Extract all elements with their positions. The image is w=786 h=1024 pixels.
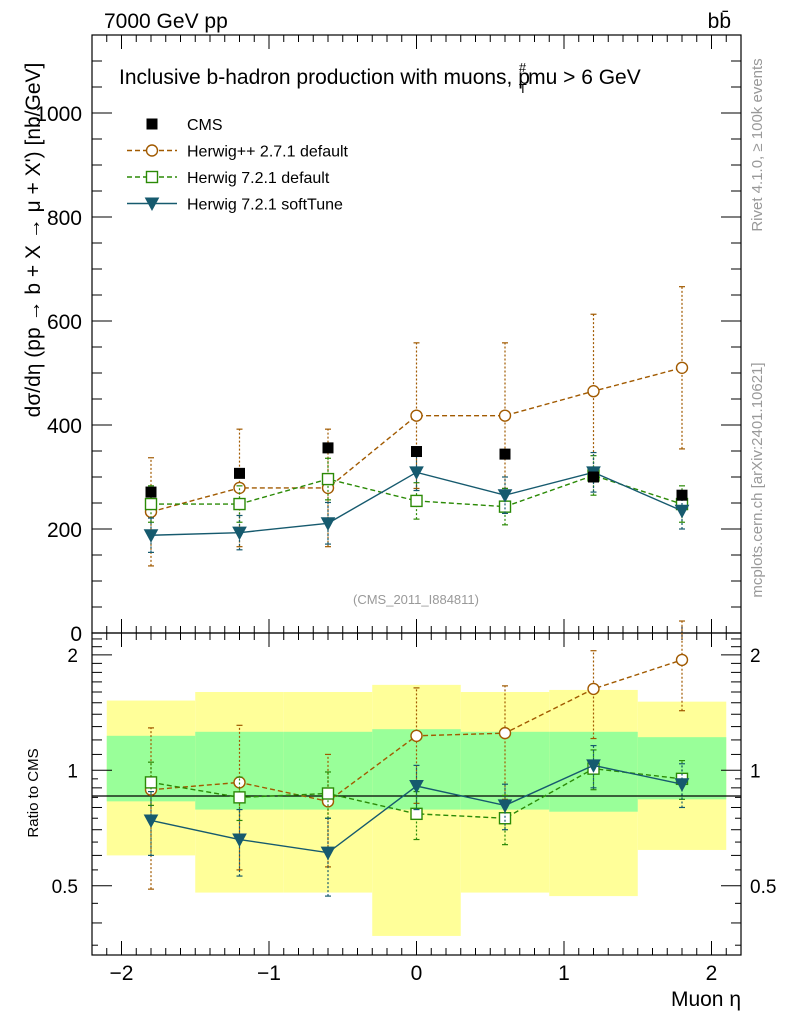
energy-label: 7000 GeV pp xyxy=(104,10,228,33)
data-point xyxy=(144,497,158,511)
ratio-data-point xyxy=(409,780,424,794)
ratio-data-point xyxy=(233,791,246,804)
cms-data-point xyxy=(676,489,688,501)
ratio-data-point xyxy=(587,682,600,696)
series-herwig-2-7-1-default xyxy=(144,286,689,890)
legend: CMS Herwig++ 2.7.1 default Herwig 7.2.1 de… xyxy=(127,117,349,214)
series-layer xyxy=(143,286,690,897)
plot-title-sub: T xyxy=(519,81,527,96)
legend-label: CMS xyxy=(187,117,223,134)
ratio-data-point xyxy=(232,833,247,848)
data-point xyxy=(587,385,600,398)
ratio-y-tick-label: 0.5 xyxy=(52,877,78,898)
data-point xyxy=(320,517,336,531)
rivet-label: Rivet 4.1.0, ≥ 100k events xyxy=(749,58,766,231)
ratio-y-tick-label: 1 xyxy=(67,761,78,782)
data-point xyxy=(143,529,159,543)
y-tick-label: 800 xyxy=(47,207,82,230)
ratio-data-point xyxy=(586,759,601,773)
data-point xyxy=(675,361,689,374)
analysis-label: (CMS_2011_I884811) xyxy=(353,592,479,607)
data-point xyxy=(233,497,246,511)
cms-data-point xyxy=(234,467,245,479)
x-tick-label: −1 xyxy=(257,962,281,985)
y-tick-label: 200 xyxy=(47,519,82,542)
ratio-y-tick-label-right: 1 xyxy=(750,761,761,782)
ratio-data-point xyxy=(498,726,512,740)
x-axis-label: Muon η xyxy=(671,988,741,1011)
ratio-data-point xyxy=(497,799,513,813)
cms-data-point xyxy=(499,448,511,460)
legend-label: Herwig 7.2.1 default xyxy=(187,170,330,187)
ratio-data-point xyxy=(498,812,512,825)
ratio-data-point xyxy=(320,846,336,861)
ratio-y-axis-label: Ratio to CMS xyxy=(25,748,42,837)
cms-data-point xyxy=(411,446,422,458)
plot-title-suffix: mu > 6 GeV xyxy=(528,66,641,89)
y-tick-label: 600 xyxy=(47,311,82,334)
plot-title-sup: # xyxy=(519,60,527,75)
legend-marker xyxy=(145,170,159,184)
data-point xyxy=(409,466,424,480)
y-axis-label: dσ/dη (pp → b + X → μ + X') [nb/GeV] xyxy=(22,63,45,418)
ratio-data-point xyxy=(410,729,423,743)
cms-data-point xyxy=(145,486,157,498)
cms-data-point xyxy=(588,471,599,483)
plot-title: Inclusive b-hadron production with muons… xyxy=(119,60,641,96)
data-point xyxy=(321,472,335,486)
cms-data-point xyxy=(322,442,334,454)
legend-marker xyxy=(144,197,160,212)
series-cms xyxy=(145,442,688,501)
process-label: bb̄ xyxy=(708,10,731,33)
data-point xyxy=(410,409,423,422)
ratio-y-tick-label-right: 2 xyxy=(750,646,761,667)
data-point xyxy=(674,504,690,519)
legend-marker xyxy=(145,144,159,157)
legend-marker xyxy=(146,118,158,130)
ratio-data-point xyxy=(143,814,159,829)
ratio-y-tick-label-right: 0.5 xyxy=(750,877,776,898)
mcplots-label: mcplots.cern.ch [arXiv:2401.10621] xyxy=(749,362,766,597)
y-tick-label: 400 xyxy=(47,415,82,438)
legend-label: Herwig++ 2.7.1 default xyxy=(187,144,349,161)
data-point xyxy=(498,409,512,422)
y-tick-label: 1000 xyxy=(35,103,82,126)
x-tick-label: −2 xyxy=(110,962,134,985)
x-tick-label: 2 xyxy=(706,962,718,985)
x-tick-label: 1 xyxy=(558,962,570,985)
data-point xyxy=(232,526,247,541)
y-tick-label: 0 xyxy=(70,623,82,646)
ratio-data-point xyxy=(674,778,690,792)
ratio-data-point xyxy=(144,776,158,789)
ratio-data-point xyxy=(321,787,335,800)
data-point xyxy=(498,500,512,513)
data-point xyxy=(410,494,423,508)
data-point xyxy=(233,481,246,495)
ratio-data-point xyxy=(675,653,689,667)
ratio-y-tick-label: 2 xyxy=(67,646,78,667)
plot-title-main: Inclusive b-hadron production with muons… xyxy=(119,66,530,89)
x-tick-label: 0 xyxy=(411,962,423,985)
legend-label: Herwig 7.2.1 softTune xyxy=(187,197,343,214)
data-point xyxy=(497,489,513,503)
